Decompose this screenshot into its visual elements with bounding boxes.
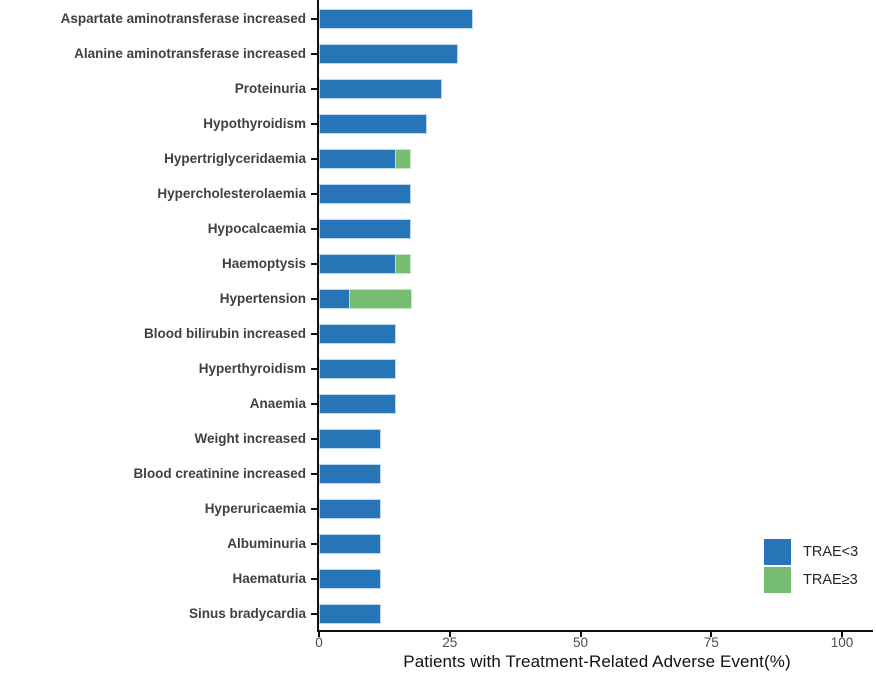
x-tick xyxy=(710,632,713,637)
bar-row xyxy=(319,464,381,484)
x-tick xyxy=(318,632,320,637)
category-label: Sinus bradycardia xyxy=(188,606,306,621)
legend-swatch-trae-lt3 xyxy=(764,539,791,565)
category-label: Hypertension xyxy=(219,291,306,306)
y-tick xyxy=(311,508,317,510)
legend-entry-trae-ge3: TRAE≥3 xyxy=(764,567,858,593)
y-tick xyxy=(311,613,317,615)
bar-segment-trae-ge3 xyxy=(396,254,411,274)
bar-row xyxy=(319,359,396,379)
y-tick xyxy=(311,578,317,580)
y-tick xyxy=(311,333,317,335)
bar-row xyxy=(319,324,396,344)
bar-segment-trae-lt3 xyxy=(319,429,381,449)
legend-label-trae-lt3: TRAE<3 xyxy=(803,544,859,560)
y-tick xyxy=(311,473,317,475)
bar-row xyxy=(319,499,381,519)
x-tick-label: 50 xyxy=(572,635,589,650)
y-tick xyxy=(311,123,317,125)
bar-row xyxy=(319,254,411,274)
category-label: Haematuria xyxy=(232,571,306,586)
bar-row xyxy=(319,429,381,449)
y-tick xyxy=(311,543,317,545)
category-label: Hyperuricaemia xyxy=(204,501,306,516)
bar-row xyxy=(319,184,411,204)
bar-segment-trae-lt3 xyxy=(319,394,396,414)
category-label: Hypercholesterolaemia xyxy=(157,186,306,201)
y-tick xyxy=(311,228,317,230)
category-label: Blood bilirubin increased xyxy=(143,326,306,341)
x-tick-label: 25 xyxy=(442,635,458,650)
bar-row xyxy=(319,289,412,309)
bar-segment-trae-ge3 xyxy=(350,289,412,309)
y-tick xyxy=(311,18,317,20)
bar-segment-trae-lt3 xyxy=(319,534,381,554)
x-axis-title: Patients with Treatment-Related Adverse … xyxy=(403,652,791,671)
category-label: Weight increased xyxy=(194,431,306,446)
bar-row xyxy=(319,9,473,29)
x-tick-label: 0 xyxy=(315,635,323,650)
legend-label-trae-ge3: TRAE≥3 xyxy=(803,572,858,588)
bar-segment-trae-lt3 xyxy=(319,289,350,309)
x-tick xyxy=(448,632,451,637)
bar-row xyxy=(319,604,381,624)
bar-segment-trae-lt3 xyxy=(319,569,381,589)
y-tick xyxy=(311,88,317,90)
bar-row xyxy=(319,149,411,169)
x-tick-label: 75 xyxy=(703,635,719,650)
bar-segment-trae-lt3 xyxy=(319,604,381,624)
bar-row xyxy=(319,534,381,554)
bar-row xyxy=(319,219,411,239)
bar-row xyxy=(319,394,396,414)
category-label: Blood creatinine increased xyxy=(133,466,306,481)
bar-segment-trae-lt3 xyxy=(319,149,396,169)
y-tick xyxy=(311,53,317,55)
bar-segment-trae-lt3 xyxy=(319,499,381,519)
bar-segment-trae-lt3 xyxy=(319,114,427,134)
x-tick xyxy=(579,632,582,637)
category-label: Hypothyroidism xyxy=(203,116,306,131)
category-label: Haemoptysis xyxy=(221,256,306,271)
y-axis-line xyxy=(317,0,319,632)
category-label: Hypertriglyceridaemia xyxy=(164,151,306,166)
x-axis-line xyxy=(317,630,873,632)
y-tick xyxy=(311,438,317,440)
category-label: Albuminuria xyxy=(227,536,306,551)
bar-row xyxy=(319,114,427,134)
category-label: Hypocalcaemia xyxy=(207,221,306,236)
y-tick xyxy=(311,158,317,160)
y-tick xyxy=(311,193,317,195)
category-label: Hyperthyroidism xyxy=(198,361,306,376)
bar-segment-trae-lt3 xyxy=(319,79,442,99)
category-label: Aspartate aminotransferase increased xyxy=(60,11,306,26)
bar-row xyxy=(319,569,381,589)
legend-swatch-trae-ge3 xyxy=(764,567,791,593)
bar-segment-trae-lt3 xyxy=(319,184,411,204)
y-tick xyxy=(311,298,317,300)
bar-segment-trae-lt3 xyxy=(319,9,473,29)
bar-segment-trae-ge3 xyxy=(396,149,411,169)
category-label: Anaemia xyxy=(249,396,306,411)
bar-segment-trae-lt3 xyxy=(319,359,396,379)
bar-segment-trae-lt3 xyxy=(319,464,381,484)
x-tick xyxy=(841,632,843,637)
x-tick-label: 100 xyxy=(830,635,854,650)
y-tick xyxy=(311,403,317,405)
bar-segment-trae-lt3 xyxy=(319,324,396,344)
bar-segment-trae-lt3 xyxy=(319,44,458,64)
bar-segment-trae-lt3 xyxy=(319,254,396,274)
category-label: Proteinuria xyxy=(234,81,306,96)
y-tick xyxy=(311,368,317,370)
bar-row xyxy=(319,79,442,99)
legend-entry-trae-lt3: TRAE<3 xyxy=(764,539,858,565)
category-label: Alanine aminotransferase increased xyxy=(74,46,306,61)
bar-row xyxy=(319,44,458,64)
bar-segment-trae-lt3 xyxy=(319,219,411,239)
y-tick xyxy=(311,263,317,265)
